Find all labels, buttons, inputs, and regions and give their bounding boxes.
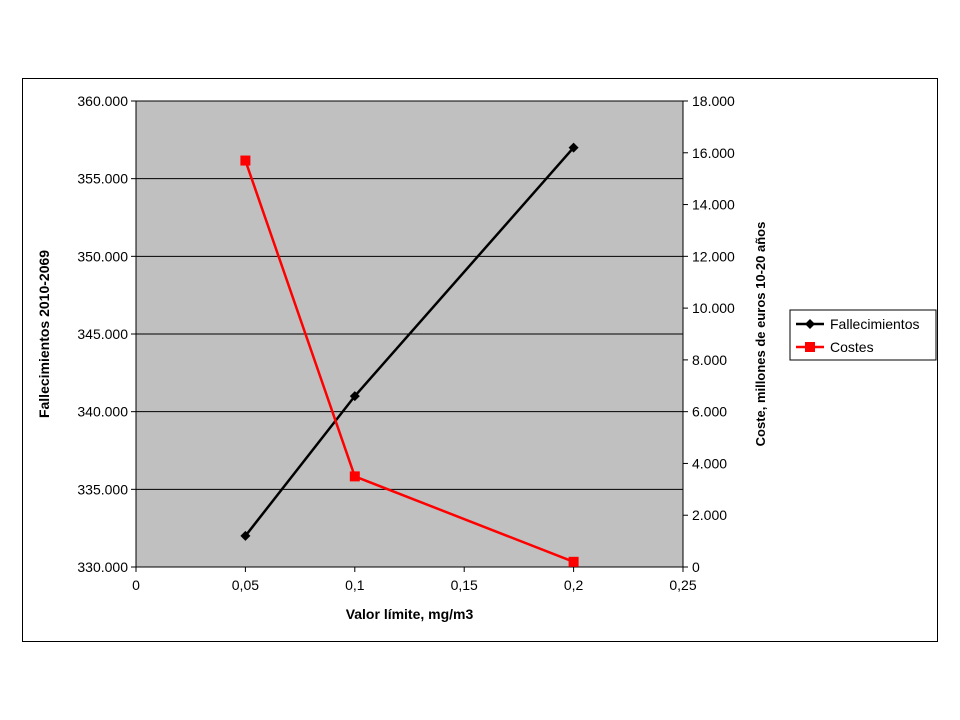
data-point-marker [568,142,579,153]
data-point-marker [240,530,251,541]
y-left-tick-label: 335.000 [77,481,128,497]
data-point-marker [349,391,360,402]
axes [131,100,688,572]
data-point-marker [805,319,815,329]
y-right-tick-label: 12.000 [692,248,735,264]
y-right-tick-label: 2.000 [692,507,727,523]
y-right-tick-label: 16.000 [692,145,735,161]
y-right-tick-label: 10.000 [692,300,735,316]
x-tick-label: 0,15 [451,577,478,593]
legend-item: Costes [796,339,874,355]
data-point-marker [805,342,815,352]
y-left-tick-label: 345.000 [77,326,128,342]
data-point-marker [240,155,251,166]
chart-area: 330.000 335.000 340.000 345.000 350.000 355.0… [22,78,938,642]
y-right-tick-label: 8.000 [692,352,727,368]
legend-label: Costes [830,339,874,355]
series-costes [240,155,579,567]
tick-labels: 330.000 335.000 340.000 345.000 350.000 355.0… [77,93,735,593]
gridlines [136,100,683,490]
x-tick-label: 0 [132,577,140,593]
y-right-tick-label: 14.000 [692,197,735,213]
legend-label: Fallecimientos [830,316,919,332]
data-point-marker [568,556,579,567]
y-left-tick-label: 330.000 [77,559,128,575]
y-left-tick-label: 340.000 [77,404,128,420]
legend: Fallecimientos Costes [789,309,937,361]
data-point-marker [349,471,360,482]
chart-svg: 330.000 335.000 340.000 345.000 350.000 355.0… [36,93,937,622]
y-left-tick-label: 350.000 [77,248,128,264]
y-right-tick-label: 4.000 [692,455,727,471]
x-tick-label: 0,05 [232,577,259,593]
x-tick-label: 0,2 [564,577,584,593]
legend-item: Fallecimientos [796,316,919,332]
y-left-tick-label: 355.000 [77,171,128,187]
series-fallecimientos [240,142,579,541]
y-right-tick-label: 18.000 [692,93,735,109]
y-left-tick-label: 360.000 [77,93,128,109]
y-axis-left-title: Fallecimientos 2010-2069 [36,250,52,418]
x-axis-title: Valor límite, mg/m3 [346,606,474,622]
y-right-tick-label: 0 [692,559,700,575]
x-tick-label: 0,1 [345,577,365,593]
x-tick-label: 0,25 [669,577,696,593]
y-axis-right-title: Coste, millones de euros 10-20 años [753,222,768,447]
series-group [240,142,579,567]
y-right-tick-label: 6.000 [692,404,727,420]
